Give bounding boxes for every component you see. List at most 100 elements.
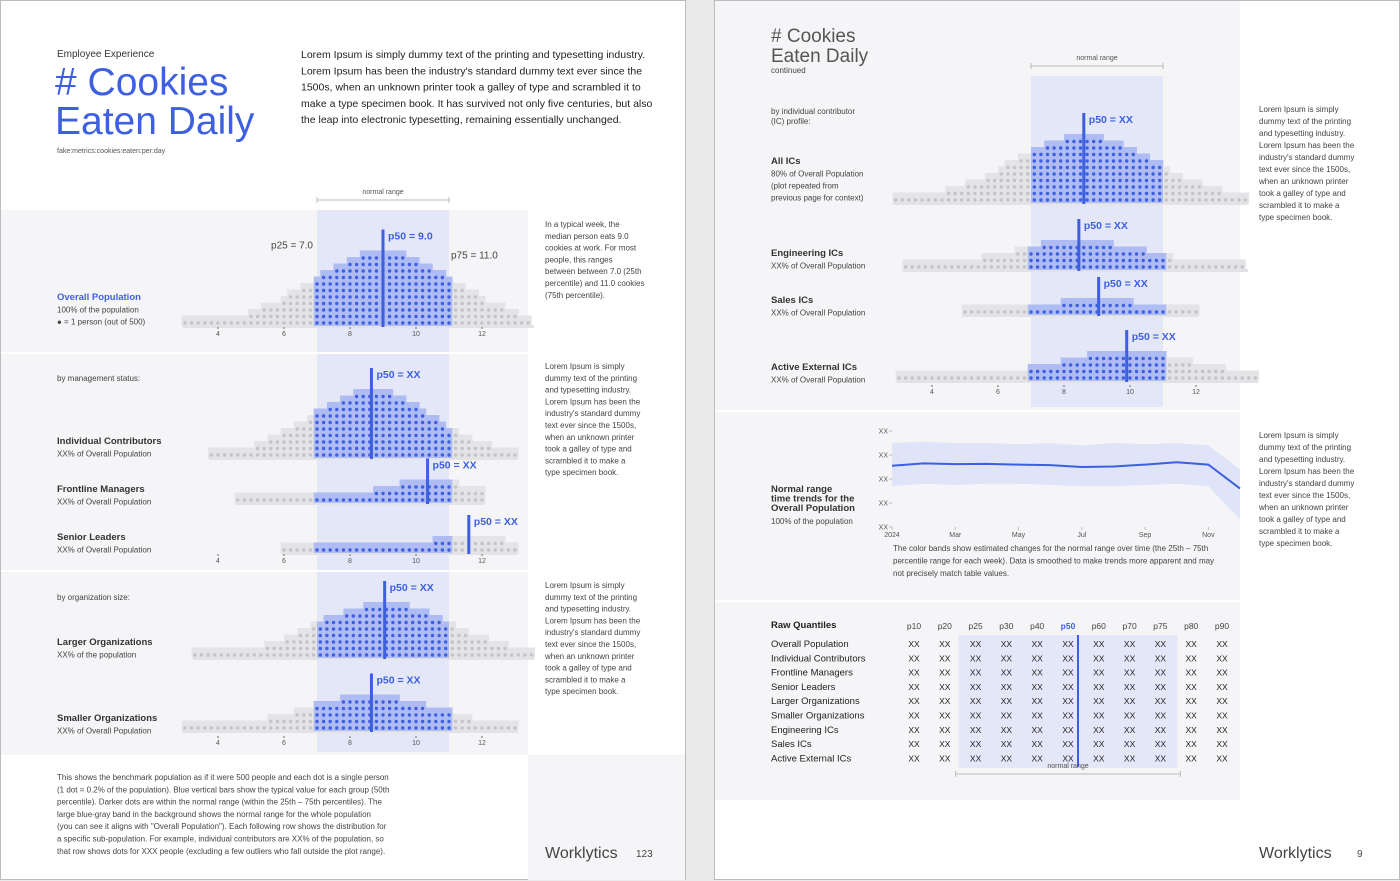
person-dot <box>272 653 276 657</box>
row-name: Frontline Managers <box>57 484 145 495</box>
cell: XX <box>1001 753 1013 763</box>
person-dot <box>354 394 359 399</box>
person-dot <box>335 433 339 438</box>
person-dot <box>348 269 352 273</box>
x-tick-label: 6 <box>282 740 286 747</box>
person-dot <box>427 446 431 451</box>
normal-range-area <box>892 441 1240 520</box>
person-dot <box>262 498 266 502</box>
person-dot <box>189 321 194 325</box>
person-dot <box>1082 258 1086 263</box>
density-shape <box>419 408 427 458</box>
cell: XX <box>1186 739 1198 749</box>
density-shape <box>313 408 321 458</box>
person-dot <box>1141 369 1145 374</box>
person-dot <box>1108 245 1112 250</box>
person-dot <box>315 706 319 711</box>
person-dot <box>387 407 392 412</box>
person-dot <box>1105 185 1109 189</box>
person-dot <box>1092 146 1096 150</box>
person-dot <box>387 427 392 431</box>
person-dot <box>315 282 319 286</box>
person-dot <box>1128 258 1132 263</box>
x-tick-label: Sep <box>1139 532 1152 539</box>
cell: XX <box>939 725 951 735</box>
person-dot <box>371 653 375 657</box>
person-dot <box>387 440 392 444</box>
person-dot <box>335 446 339 451</box>
person-dot <box>312 627 316 631</box>
person-dot <box>414 288 418 293</box>
person-dot <box>460 446 464 451</box>
person-dot <box>338 620 342 625</box>
cell: XX <box>1062 711 1074 721</box>
cell: XX <box>1124 668 1136 678</box>
density-shape <box>1172 357 1180 381</box>
person-dot <box>1154 310 1159 314</box>
person-dot <box>315 498 319 502</box>
tick-mark <box>349 327 351 329</box>
person-dot <box>302 726 306 730</box>
person-dot <box>1227 376 1231 380</box>
person-dot <box>321 713 326 717</box>
density-shape <box>1060 357 1068 381</box>
person-dot <box>440 427 445 431</box>
density-shape <box>478 720 486 731</box>
cell: XX <box>970 725 982 735</box>
person-dot <box>321 321 326 325</box>
person-dot <box>1068 363 1073 367</box>
person-dot <box>470 640 474 644</box>
density-shape <box>1166 357 1174 381</box>
density-shape <box>194 720 202 731</box>
person-dot <box>401 401 405 405</box>
person-dot <box>1092 191 1096 196</box>
person-dot <box>1039 152 1043 157</box>
person-dot <box>1078 191 1083 196</box>
x-tick-label: 4 <box>216 331 220 338</box>
person-dot <box>457 640 461 644</box>
person-dot <box>434 498 438 502</box>
person-dot <box>325 620 329 625</box>
person-dot <box>1065 139 1070 144</box>
person-dot <box>249 314 253 319</box>
person-dot <box>420 491 425 496</box>
person-dot <box>351 640 355 644</box>
person-dot <box>1187 376 1192 380</box>
tick-mark <box>217 327 219 329</box>
person-dot <box>335 295 339 299</box>
person-dot <box>1072 178 1076 183</box>
person-dot <box>312 653 316 657</box>
person-dot <box>969 376 974 380</box>
person-dot <box>381 440 385 444</box>
person-dot <box>361 706 365 711</box>
person-dot <box>447 321 451 325</box>
person-dot <box>407 427 412 431</box>
person-dot <box>417 653 421 657</box>
person-dot <box>1098 198 1103 202</box>
person-dot <box>420 726 425 730</box>
density-shape <box>399 250 407 326</box>
p50-bar <box>1077 219 1081 271</box>
x-tick-label: 6 <box>282 331 286 338</box>
kicker: Employee Experience <box>57 49 155 60</box>
person-dot <box>1059 165 1063 170</box>
person-dot <box>364 620 369 625</box>
person-dot <box>427 308 431 312</box>
person-dot <box>1019 165 1023 170</box>
density-shape <box>313 276 321 326</box>
person-dot <box>1078 198 1083 202</box>
person-dot <box>341 427 346 431</box>
person-dot <box>262 314 266 319</box>
person-dot <box>1204 191 1208 196</box>
person-dot <box>480 491 484 496</box>
person-dot <box>361 288 365 293</box>
person-dot <box>1055 252 1060 256</box>
person-dot <box>473 726 478 730</box>
density-shape <box>1205 259 1213 270</box>
person-dot <box>321 548 326 552</box>
person-dot <box>354 719 359 724</box>
person-dot <box>1029 376 1033 380</box>
person-dot <box>318 627 322 631</box>
person-dot <box>506 726 511 730</box>
cell: XX <box>1186 668 1198 678</box>
